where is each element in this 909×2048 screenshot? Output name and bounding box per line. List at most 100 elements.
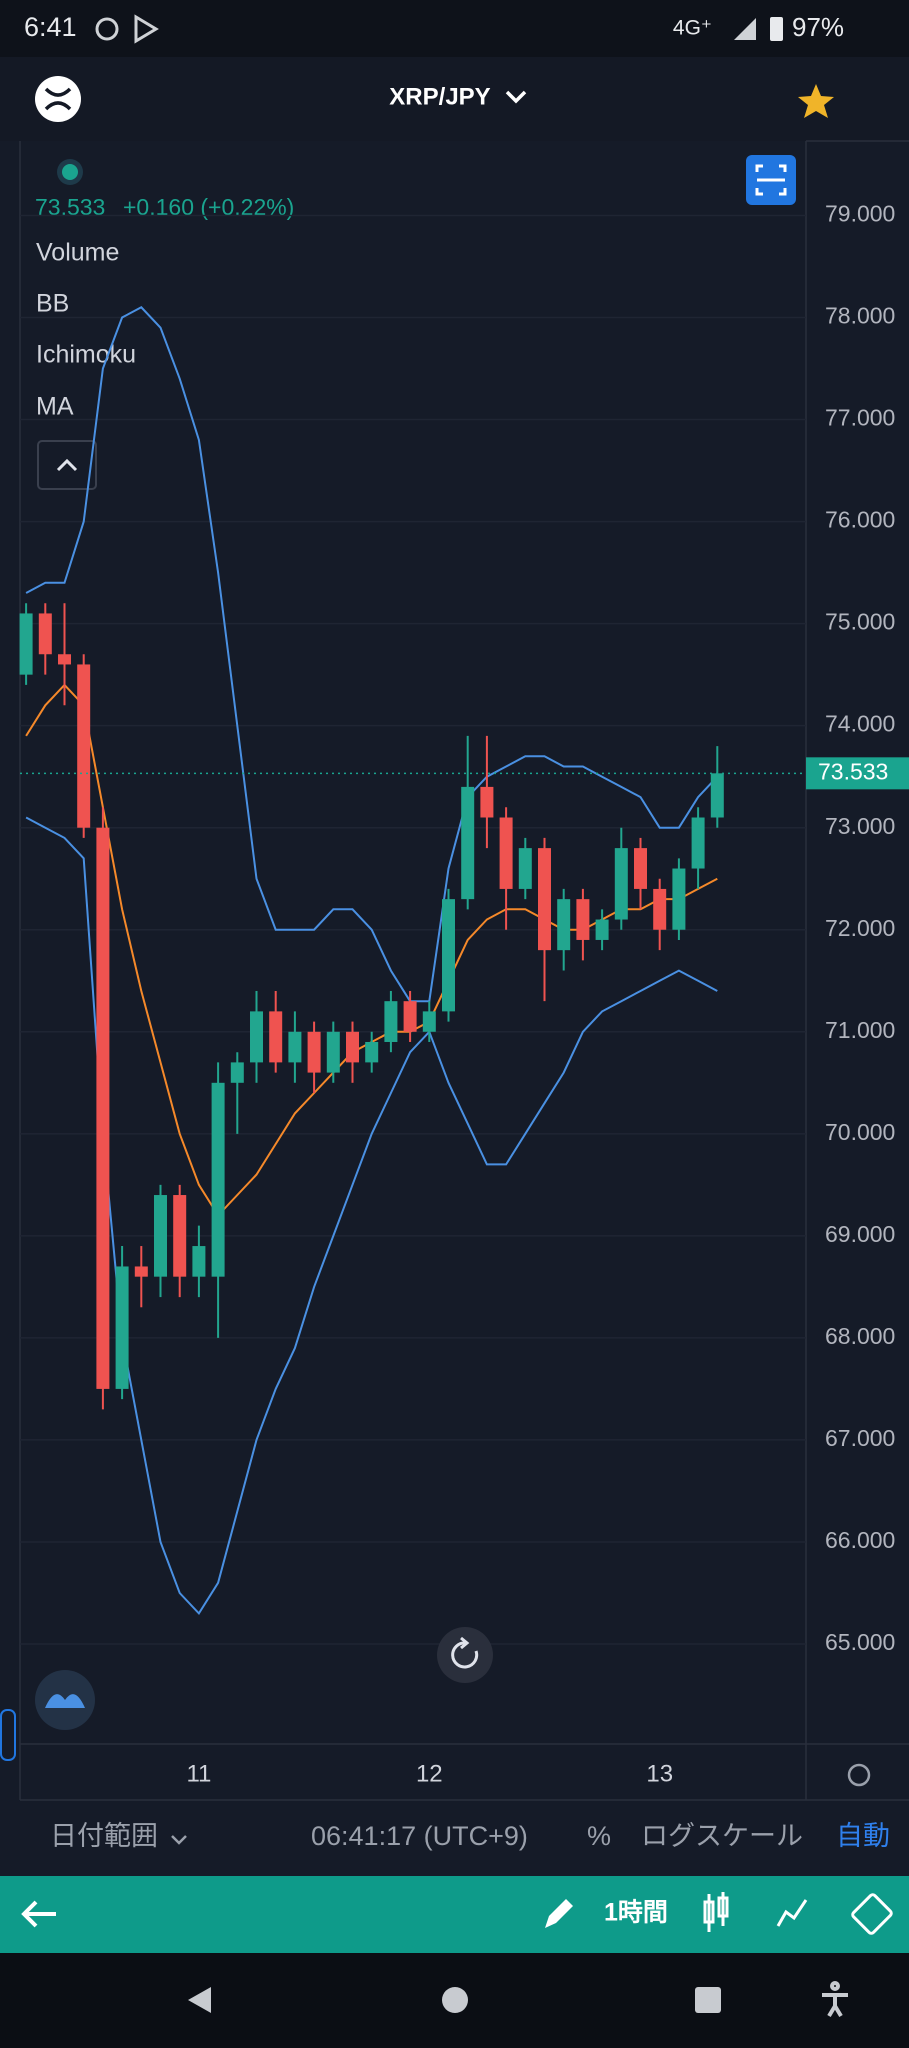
status-network: 4G⁺: [673, 17, 712, 40]
candle-body: [499, 817, 513, 889]
candle-body: [403, 1001, 417, 1032]
rotate-button[interactable]: [851, 1893, 893, 1935]
candle-body: [230, 1062, 244, 1083]
log-scale-toggle[interactable]: ログスケール: [641, 1821, 803, 1851]
candle-body: [96, 827, 110, 1389]
y-tick-label: 72.000: [825, 915, 895, 941]
candle-body: [538, 848, 551, 951]
indicator-line: [25, 306, 719, 1003]
collapse-icon: [56, 458, 78, 472]
nav-home[interactable]: [442, 1987, 468, 2013]
candle-body: [691, 817, 705, 869]
candle-body: [384, 1001, 398, 1042]
candle-body: [173, 1195, 187, 1277]
clock: 06:41:17 (UTC+9): [311, 1821, 528, 1851]
y-tick-label: 74.000: [825, 711, 895, 737]
legend-bb[interactable]: BB: [36, 290, 69, 318]
reset-icon: [451, 1636, 479, 1669]
y-tick-label: 77.000: [825, 405, 895, 431]
x-tick-label: 13: [646, 1760, 673, 1787]
candle-body: [38, 613, 52, 655]
candle-body: [710, 773, 724, 818]
candle-body: [346, 1031, 359, 1063]
indicators-button[interactable]: [776, 1899, 808, 1927]
candle-body: [518, 848, 532, 889]
candle-body: [634, 848, 647, 889]
toolbar: [0, 1876, 909, 1953]
y-tick-label: 75.000: [825, 609, 895, 635]
y-tick-label: 68.000: [825, 1323, 895, 1349]
status-icon: [134, 14, 159, 44]
signal-icon: [734, 18, 756, 40]
candle-body: [557, 899, 571, 951]
legend-volume[interactable]: Volume: [36, 239, 119, 267]
symbol-title[interactable]: XRP/JPY: [389, 83, 490, 110]
reset-button[interactable]: [437, 1627, 493, 1683]
y-tick-label: 79.000: [825, 201, 895, 227]
status-time: 6:41: [24, 12, 77, 42]
candle-body: [134, 1266, 148, 1277]
nav-accessibility[interactable]: [822, 1981, 848, 2018]
coin-logo[interactable]: [35, 76, 81, 122]
candle-body: [154, 1195, 167, 1277]
legend-ma[interactable]: MA: [36, 393, 74, 421]
candle-body: [288, 1031, 302, 1063]
tradingview-icon: [45, 1694, 85, 1708]
legend-collapse[interactable]: [37, 440, 97, 490]
candle-body: [480, 786, 494, 818]
candle-body: [614, 848, 628, 920]
candle-body: [211, 1082, 225, 1277]
chart-type-button[interactable]: [703, 1892, 729, 1932]
y-tick-label: 66.000: [825, 1527, 895, 1553]
candle-body: [672, 868, 686, 930]
candle-body: [365, 1041, 379, 1063]
percent-toggle[interactable]: %: [587, 1821, 611, 1851]
draw-button[interactable]: [545, 1899, 573, 1928]
candle-body: [461, 786, 475, 900]
last-price-tag: [806, 757, 909, 790]
candle-body: [19, 613, 33, 675]
candle-body: [595, 919, 609, 940]
candle-body: [115, 1266, 129, 1389]
candle-body: [422, 1011, 436, 1032]
interval-button[interactable]: 1時間: [604, 1898, 668, 1927]
date-range-dropdown: [171, 1835, 187, 1845]
candle-body: [269, 1011, 283, 1063]
x-tick-label: 11: [186, 1760, 211, 1787]
battery-icon: [770, 17, 783, 41]
y-tick-label: 76.000: [825, 507, 895, 533]
candle-body: [576, 899, 590, 940]
date-range[interactable]: 日付範囲: [50, 1821, 158, 1851]
plot: 65.000 66.000 67.000 68.000 69.000 70.000 71.0…: [19, 201, 909, 1787]
status-icon: [95, 17, 119, 41]
app-header: [0, 57, 909, 141]
nav-back[interactable]: [188, 1987, 211, 2013]
nav-recents[interactable]: [695, 1987, 721, 2013]
candle-body: [58, 654, 71, 665]
fullscreen-icon: [755, 164, 787, 196]
y-tick-label: 70.000: [825, 1119, 895, 1145]
x-tick-label: 12: [416, 1760, 443, 1787]
back-button[interactable]: [21, 1900, 56, 1928]
candle-body: [307, 1031, 321, 1073]
status-dot: [62, 164, 78, 180]
settings-button[interactable]: [847, 1763, 871, 1787]
candle-body: [326, 1031, 340, 1073]
symbol-dropdown[interactable]: [505, 90, 527, 104]
candle-body: [77, 664, 91, 828]
coin-logo-mark: [44, 87, 72, 111]
auto-toggle[interactable]: 自動: [836, 1821, 890, 1851]
favorite-star[interactable]: [798, 84, 834, 118]
candle-body: [653, 888, 667, 930]
legend-ichimoku[interactable]: Ichimoku: [36, 341, 136, 369]
indicator-line: [25, 816, 718, 1616]
status-battery: 97%: [792, 12, 844, 42]
y-tick-label: 78.000: [825, 303, 895, 329]
candle-body: [442, 899, 455, 1012]
y-tick-label: 71.000: [825, 1017, 895, 1043]
status-bar: [0, 0, 909, 57]
candle-body: [250, 1011, 263, 1063]
side-handle[interactable]: [0, 1709, 16, 1761]
